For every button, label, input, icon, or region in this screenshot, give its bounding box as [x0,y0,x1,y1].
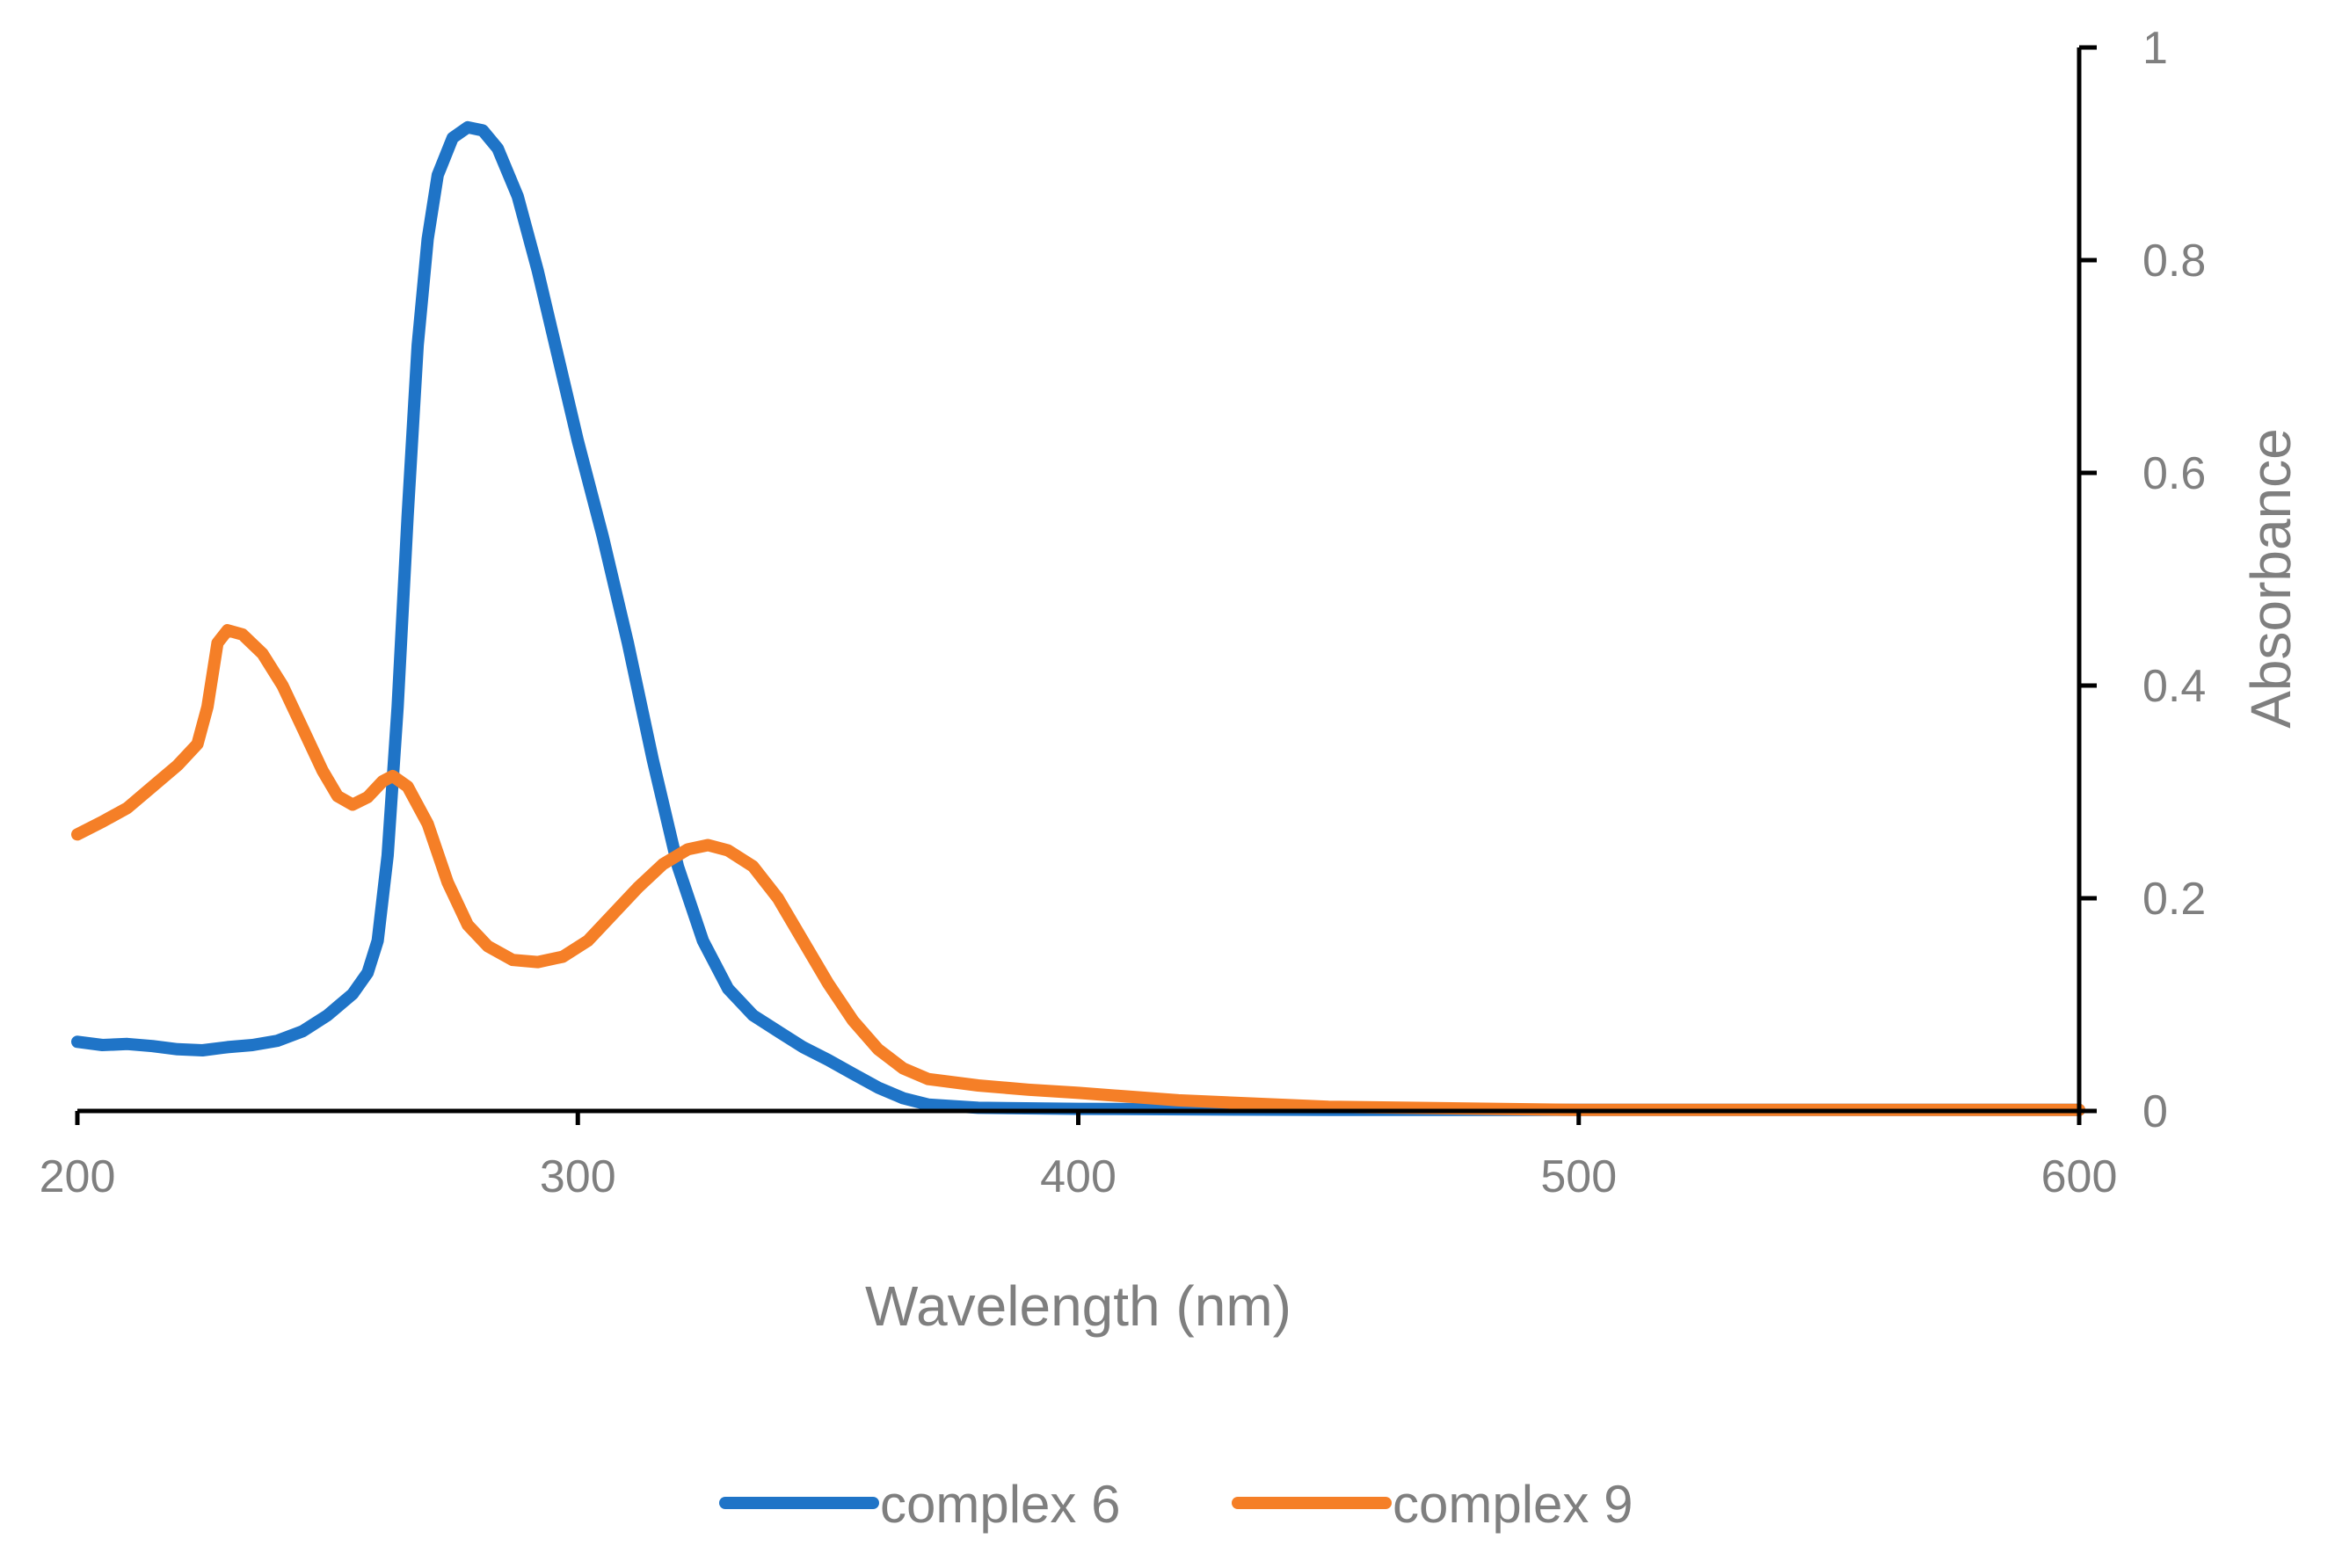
y-tick-label: 0.6 [2142,448,2206,499]
y-axis-title: Absorbance [2239,428,2302,729]
legend: complex 6 complex 9 [719,1475,1633,1534]
y-tick-label: 0.4 [2142,661,2206,712]
x-tick-label: 300 [540,1151,616,1202]
x-tick-label: 200 [40,1151,116,1202]
legend-label-complex-6: complex 6 [880,1475,1120,1534]
y-tick-label: 0.2 [2142,874,2206,925]
legend-label-complex-9: complex 9 [1393,1475,1633,1534]
y-tick-label: 1 [2142,23,2168,74]
x-tick-label: 600 [2041,1151,2118,1202]
y-ticks: 0 0.2 0.4 0.6 0.8 1 [2079,23,2206,1137]
y-tick-label: 0.8 [2142,236,2206,287]
y-tick-label: 0 [2142,1086,2168,1137]
series-line-complex-6 [71,120,2085,1116]
x-tick-label: 500 [1540,1151,1617,1202]
x-axis-title: Wavelength (nm) [865,1274,1291,1338]
series-layer [71,120,2085,1116]
series-line-complex-9 [71,624,2085,1116]
x-ticks: 200 300 400 500 600 [40,1111,2118,1202]
x-tick-label: 400 [1040,1151,1117,1202]
